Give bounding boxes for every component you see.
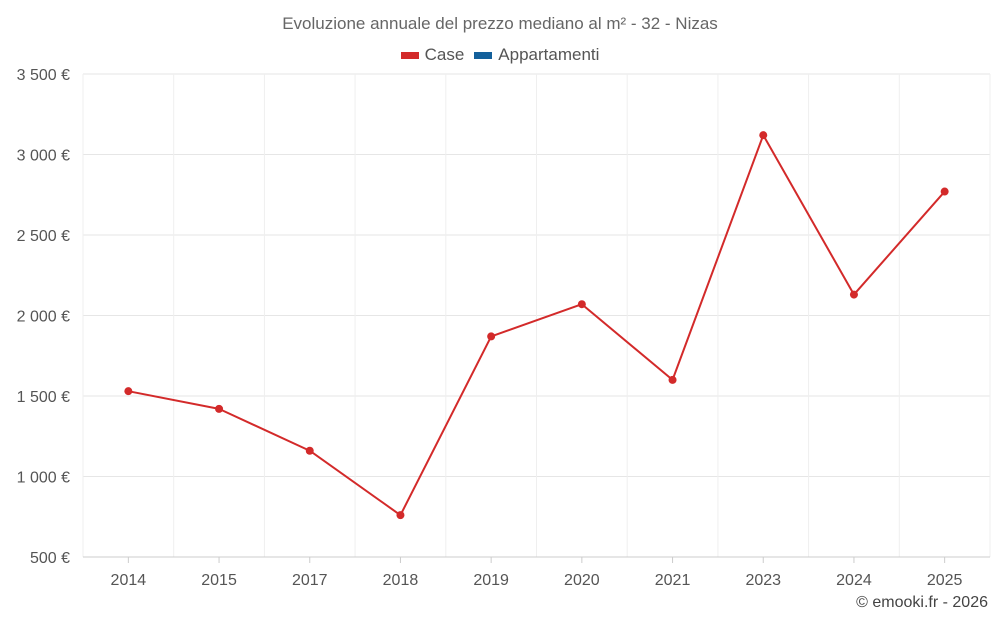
x-tick-label: 2024 (836, 572, 872, 589)
legend-label-appartamenti: Appartamenti (498, 45, 600, 64)
data-point (668, 375, 677, 384)
chart-title: Evoluzione annuale del prezzo mediano al… (282, 14, 718, 33)
x-tick-label: 2019 (473, 572, 509, 589)
data-point (577, 300, 586, 309)
legend-item-appartamenti[interactable]: Appartamenti (474, 45, 599, 65)
x-tick-label: 2015 (201, 572, 237, 589)
y-axis: 500 € 1 000 € 1 500 € 2 000 € 2 500 € 3 000 €… (17, 67, 70, 567)
x-tick-label: 2023 (745, 572, 781, 589)
data-point (305, 446, 314, 455)
data-point (849, 290, 858, 299)
y-tick-label: 500 € (30, 550, 70, 567)
data-point (940, 187, 949, 196)
chart-legend: Case Appartamenti (0, 45, 1000, 65)
y-tick-label: 2 500 € (17, 228, 70, 245)
y-tick-label: 1 500 € (17, 389, 70, 406)
data-point (487, 332, 496, 341)
legend-swatch-appartamenti (474, 51, 493, 59)
x-tick-label: 2014 (111, 572, 147, 589)
y-tick-label: 3 500 € (17, 67, 70, 84)
data-point (215, 404, 224, 413)
legend-item-case[interactable]: Case (400, 45, 465, 65)
x-tick-label: 2017 (292, 572, 328, 589)
chart-grid (82, 73, 991, 558)
chart-series (124, 131, 949, 520)
copyright-text: © emooki.fr - 2026 (856, 594, 988, 611)
data-point (396, 511, 405, 520)
y-tick-label: 2 000 € (17, 309, 70, 326)
x-tick-label: 2021 (655, 572, 691, 589)
x-tick-label: 2025 (927, 572, 963, 589)
data-point (759, 131, 768, 140)
series-line-case (128, 134, 946, 517)
x-tick-label: 2018 (383, 572, 419, 589)
y-tick-label: 1 000 € (17, 470, 70, 487)
y-tick-label: 3 000 € (17, 148, 70, 165)
x-tick-label: 2020 (564, 572, 600, 589)
x-axis: 2014 2015 2017 2018 2019 2020 2021 2023 2024 2025 (83, 556, 990, 589)
legend-label-case: Case (424, 45, 465, 64)
data-point (124, 387, 133, 396)
legend-swatch-case (400, 51, 419, 59)
